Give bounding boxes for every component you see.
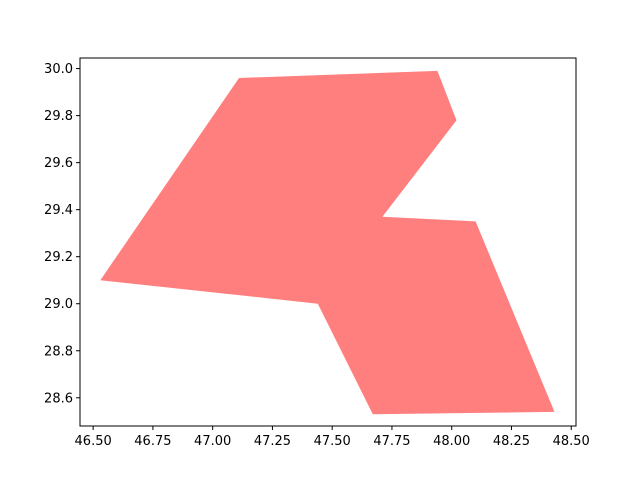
x-tick-label: 48.00 xyxy=(433,434,470,449)
y-tick-label: 30.0 xyxy=(44,62,73,77)
y-tick-label: 29.6 xyxy=(44,156,73,171)
y-tick-label: 28.6 xyxy=(44,391,73,406)
x-axis: 46.50 46.75 47.00 47.25 47.50 47.75 48.00 48.25… xyxy=(75,426,590,449)
x-tick-label: 46.50 xyxy=(75,434,112,449)
plot-area xyxy=(100,70,555,415)
axes-frame xyxy=(79,57,577,427)
y-tick-label: 29.0 xyxy=(44,297,73,312)
y-tick-label: 29.4 xyxy=(44,203,73,218)
x-tick-label: 47.00 xyxy=(194,434,231,449)
y-axis: 28.6 28.8 29.0 29.2 29.4 29.6 29.8 30.0 xyxy=(44,62,80,406)
y-tick-label: 29.8 xyxy=(44,109,73,124)
x-tick-label: 47.25 xyxy=(254,434,291,449)
x-tick-label: 47.75 xyxy=(373,434,410,449)
x-tick-label: 47.50 xyxy=(314,434,351,449)
x-tick-label: 48.25 xyxy=(493,434,530,449)
x-tick-label: 48.50 xyxy=(553,434,590,449)
x-tick-label: 46.75 xyxy=(134,434,171,449)
data-polygon xyxy=(100,70,555,415)
y-tick-label: 29.2 xyxy=(44,250,73,265)
y-tick-label: 28.8 xyxy=(44,344,73,359)
